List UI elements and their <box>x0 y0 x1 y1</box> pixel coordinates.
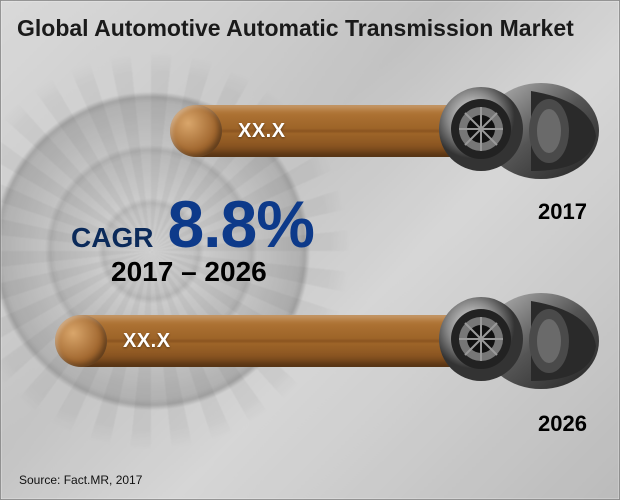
cagr-block: CAGR 8.8% 2017 – 2026 <box>71 186 314 288</box>
bar-2026-body: XX.X <box>81 315 461 367</box>
source-citation: Source: Fact.MR, 2017 <box>19 473 142 487</box>
year-label-2017: 2017 <box>538 199 587 225</box>
chart-title: Global Automotive Automatic Transmission… <box>17 15 574 42</box>
bar-2017-endcap <box>170 105 222 157</box>
year-label-2026: 2026 <box>538 411 587 437</box>
bar-2026-shape: XX.X <box>55 315 461 367</box>
bar-2017-value: XX.X <box>238 120 286 143</box>
bar-2026-value: XX.X <box>123 330 171 353</box>
bar-2026-endcap <box>55 315 107 367</box>
bar-2026: XX.X <box>55 315 461 367</box>
cagr-label: CAGR <box>71 222 153 254</box>
cagr-value: 8.8% <box>167 186 313 262</box>
bar-2017-body: XX.X <box>196 105 462 157</box>
gearbox-illustration-2026 <box>431 281 601 396</box>
gearbox-illustration-2017 <box>431 71 601 186</box>
bar-2017: XX.X <box>170 105 462 157</box>
infographic-content: Global Automotive Automatic Transmission… <box>1 1 619 499</box>
bar-2017-shape: XX.X <box>170 105 462 157</box>
